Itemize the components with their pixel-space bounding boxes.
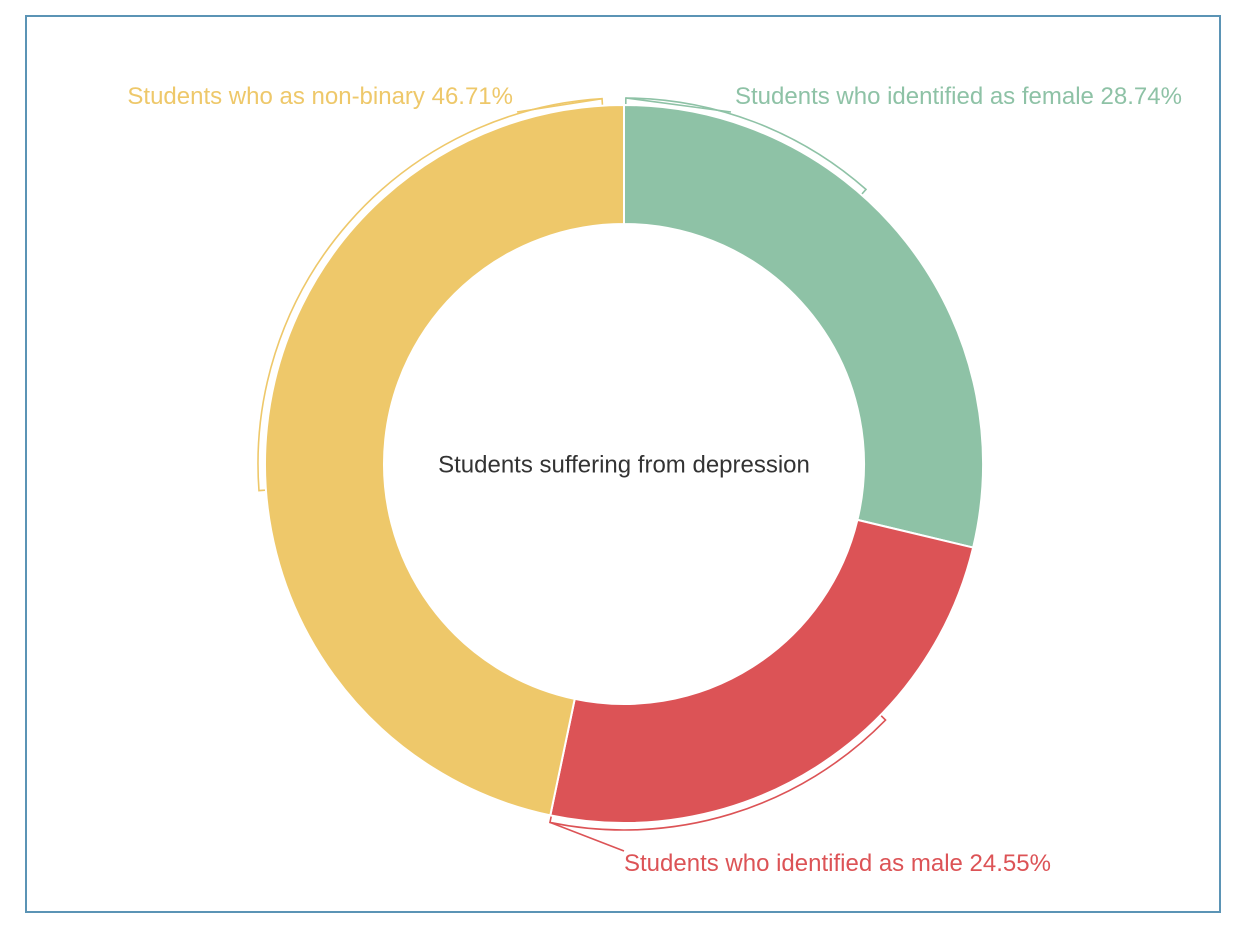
leader-connector-students-who-identified-as-male: [549, 821, 625, 852]
leader-connector-students-who-as-non-binary: [516, 97, 603, 113]
slice-label-students-who-identified-as-female: Students who identified as female 28.74%: [735, 83, 1182, 110]
leader-connector-students-who-identified-as-female: [625, 97, 732, 113]
leader-line-students-who-identified-as-male: [549, 715, 887, 831]
slice-labels-group: Students who identified as female 28.74%…: [127, 83, 1182, 877]
slices-group: [264, 103, 984, 824]
slice-students-who-identified-as-male: [549, 518, 975, 824]
center-label: Students suffering from depression: [438, 451, 810, 478]
slice-label-students-who-identified-as-male: Students who identified as male 24.55%: [624, 850, 1051, 877]
slice-students-who-as-non-binary: [264, 103, 625, 817]
leader-line-students-who-identified-as-female: [625, 97, 868, 195]
slice-label-students-who-as-non-binary: Students who as non-binary 46.71%: [127, 83, 513, 110]
slice-students-who-identified-as-female: [623, 103, 984, 549]
leader-lines-group: [257, 97, 887, 852]
